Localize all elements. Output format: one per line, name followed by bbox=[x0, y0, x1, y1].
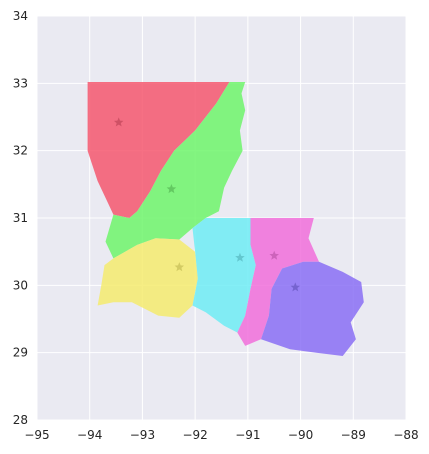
star-icon bbox=[235, 252, 245, 262]
x-tick-label: −89 bbox=[341, 428, 366, 442]
region-5 bbox=[237, 218, 319, 346]
region-6 bbox=[261, 261, 364, 356]
y-tick-label: 32 bbox=[13, 144, 28, 158]
star-icon bbox=[269, 250, 279, 260]
x-tick-label: −91 bbox=[235, 428, 260, 442]
y-axis-ticks: 28 29 30 31 32 33 34 bbox=[13, 9, 28, 427]
y-tick-label: 30 bbox=[13, 278, 28, 292]
y-tick-label: 34 bbox=[13, 9, 28, 23]
star-icon bbox=[113, 117, 124, 127]
x-tick-label: −90 bbox=[288, 428, 313, 442]
y-tick-label: 33 bbox=[13, 76, 28, 90]
star-icon bbox=[290, 282, 301, 292]
region-2 bbox=[105, 82, 246, 259]
x-tick-label: −94 bbox=[77, 428, 102, 442]
x-tick-label: −92 bbox=[182, 428, 207, 442]
x-tick-label: −93 bbox=[130, 428, 155, 442]
x-tick-label: −95 bbox=[24, 428, 49, 442]
star-icon bbox=[174, 262, 185, 272]
region-1 bbox=[87, 82, 230, 218]
y-tick-label: 31 bbox=[13, 211, 28, 225]
region-4 bbox=[192, 218, 256, 333]
region-3 bbox=[97, 238, 198, 318]
y-tick-label: 29 bbox=[13, 346, 28, 360]
map-regions bbox=[87, 82, 364, 356]
x-axis-ticks: −95 −94 −93 −92 −91 −90 −89 −88 bbox=[24, 428, 418, 442]
y-tick-label: 28 bbox=[13, 413, 28, 427]
star-icon bbox=[166, 184, 177, 194]
x-tick-label: −88 bbox=[393, 428, 418, 442]
region-centroid-markers bbox=[113, 117, 301, 292]
